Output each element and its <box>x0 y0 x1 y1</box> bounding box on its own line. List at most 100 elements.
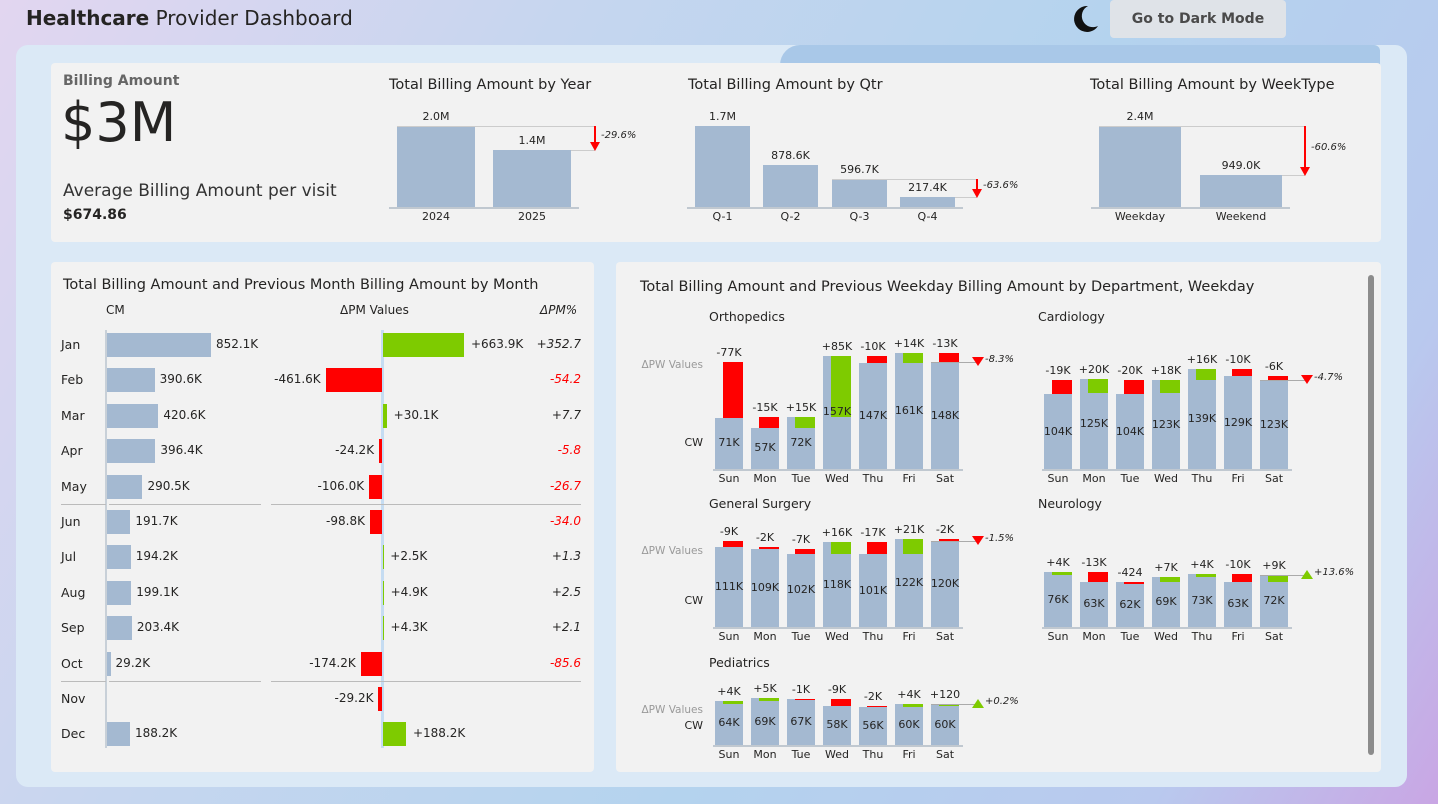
dpm-bar <box>325 368 382 393</box>
axis-line <box>713 469 963 471</box>
delta-bar <box>1124 379 1144 395</box>
dpm-bar <box>379 439 382 464</box>
month-label: Dec <box>61 726 86 742</box>
dpm-pct-label: +352.7 <box>536 337 581 351</box>
reference-line <box>955 196 977 198</box>
variance-label: -8.3% <box>985 354 1015 366</box>
cw-bar <box>823 542 851 627</box>
day-label: Fri <box>902 630 916 643</box>
day-label: Tue <box>791 472 811 485</box>
cw-value-label: 60K <box>898 717 920 731</box>
dpm-pct-label: +2.1 <box>551 620 581 635</box>
cm-value-label: 194.2K <box>135 549 178 564</box>
dpm-bar <box>369 510 382 534</box>
cm-value-label: 852.1K <box>215 337 259 351</box>
variance-label: -4.7% <box>1314 372 1344 384</box>
column-category-label: Q-2 <box>780 210 801 223</box>
cw-bar <box>1188 574 1216 627</box>
cw-bar <box>1044 394 1072 469</box>
column-value-label: 1.7M <box>709 110 736 124</box>
cm-header: CM <box>106 303 125 317</box>
cw-bar <box>1152 380 1180 469</box>
cw-value-label: 157K <box>822 405 852 419</box>
delta-value-label: -19K <box>1045 364 1071 378</box>
cw-bar <box>1044 572 1072 627</box>
cw-value-label: 69K <box>1155 595 1177 609</box>
delta-value-label: +4K <box>1046 556 1070 570</box>
dpm-value-label: -106.0K <box>317 478 365 493</box>
moon-icon[interactable] <box>1068 2 1102 36</box>
variance-label: +13.6% <box>1314 567 1355 579</box>
delta-bar <box>795 548 815 554</box>
variance-line <box>1260 575 1307 577</box>
column-value-label: 878.6K <box>771 149 810 163</box>
cw-bar <box>931 704 959 745</box>
cw-value-label: 102K <box>786 583 816 597</box>
delta-bar <box>939 353 959 363</box>
variance-label: -60.6% <box>1311 142 1347 154</box>
delta-value-label: +15K <box>785 401 817 415</box>
cw-bar <box>751 698 779 745</box>
day-label: Sun <box>718 472 740 485</box>
dpm-pct-label: +7.7 <box>551 407 581 422</box>
cw-value-label: 161K <box>894 404 924 418</box>
day-label: Sat <box>935 630 955 643</box>
variance-label: -1.5% <box>985 532 1015 544</box>
dpm-value-label: -174.2K <box>309 655 356 670</box>
variance-label: +0.2% <box>985 696 1019 708</box>
delta-value-label: +4K <box>1190 558 1214 572</box>
triangle-down-icon <box>972 357 984 367</box>
cw-value-label: 60K <box>934 717 956 731</box>
month-label: Aug <box>61 584 86 600</box>
delta-bar <box>831 355 851 418</box>
variance-line <box>1260 380 1307 382</box>
reference-line <box>832 178 977 180</box>
delta-bar <box>867 355 887 364</box>
dpm-pct-header: ΔPM% <box>540 303 578 317</box>
column-category-label: Weekday <box>1114 210 1166 223</box>
delta-value-label: +4K <box>717 685 741 699</box>
cw-value-label: 72K <box>790 436 812 450</box>
cm-value-label: 390.6K <box>159 372 202 387</box>
variance-arrow-head <box>972 188 982 198</box>
cm-bar <box>107 510 131 534</box>
delta-value-label: +16K <box>1186 352 1218 366</box>
delta-value-label: -424 <box>1117 566 1143 580</box>
cm-value-label: 420.6K <box>163 407 206 422</box>
delta-bar <box>1232 574 1252 582</box>
cw-bar <box>1260 380 1288 469</box>
cm-value-label: 188.2K <box>134 726 178 741</box>
cm-bar <box>107 651 111 676</box>
day-label: Thu <box>1191 630 1213 643</box>
day-label: Sat <box>1264 630 1284 643</box>
delta-value-label: +5K <box>753 682 777 696</box>
qtr-chart-title: Total Billing Amount by Qtr <box>688 77 883 93</box>
cw-bar <box>1224 376 1252 469</box>
cw-value-label: 63K <box>1227 597 1249 611</box>
day-label: Wed <box>1154 472 1178 485</box>
delta-value-label: -2K <box>863 689 883 703</box>
day-label: Sun <box>718 630 740 643</box>
triangle-down-icon <box>972 535 984 545</box>
cw-row-label: CW <box>684 594 703 607</box>
delta-value-label: +16K <box>821 526 853 540</box>
delta-bar <box>1052 572 1072 576</box>
delta-value-label: -9K <box>719 524 739 538</box>
cw-bar <box>859 363 887 469</box>
cw-bar <box>859 706 887 745</box>
column-value-label: 949.0K <box>1221 158 1261 172</box>
dpm-bar <box>383 616 384 641</box>
cm-bar <box>107 368 155 393</box>
column-bar <box>695 126 750 207</box>
axis-line <box>713 745 963 747</box>
month-label: Oct <box>61 655 83 671</box>
scrollbar[interactable] <box>1368 275 1374 755</box>
variance-arrow-shaft <box>594 126 596 145</box>
delta-bar <box>903 539 923 555</box>
dark-mode-button[interactable]: Go to Dark Mode <box>1110 0 1286 38</box>
delta-bar <box>903 704 923 707</box>
separator-line <box>533 504 581 505</box>
day-label: Mon <box>1082 630 1106 643</box>
cm-bar <box>107 474 143 499</box>
dpm-bar <box>378 687 382 711</box>
